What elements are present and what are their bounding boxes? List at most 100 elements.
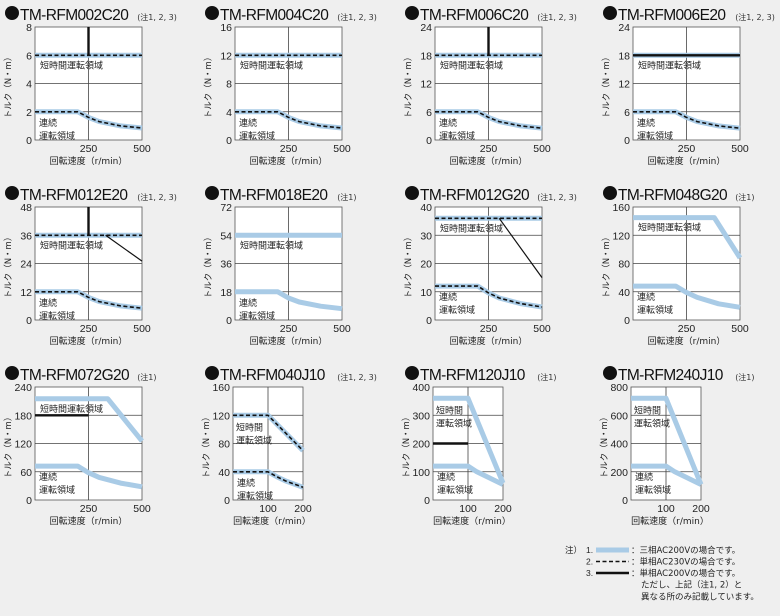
short-time-region-label: 運転領域 <box>236 434 272 446</box>
chart-title: TM-RFM240J10 <box>618 367 724 384</box>
y-tick-label: 0 <box>226 315 232 327</box>
y-axis-label: トルク（N・m） <box>601 233 612 299</box>
x-tick-label: 250 <box>480 323 498 335</box>
x-axis-label: 回転速度（r/min） <box>50 155 128 167</box>
chart-note: (注1, 2, 3) <box>137 192 177 202</box>
y-tick-label: 36 <box>20 230 32 242</box>
y-tick-label: 600 <box>610 410 628 422</box>
y-tick-label: 0 <box>424 495 430 507</box>
short-time-region-label: 短時間 <box>634 404 661 416</box>
legend: 注） 1. ：三相AC200Vの場合です。 2. ：単相AC230Vの場合です。 3. ：単… <box>565 545 759 603</box>
y-tick-label: 80 <box>618 259 630 271</box>
y-tick-label: 120 <box>212 410 230 422</box>
chart-title: TM-RFM004C20 <box>220 7 329 24</box>
x-tick-label: 250 <box>280 143 298 155</box>
y-tick-label: 400 <box>610 439 628 451</box>
continuous-region-label: 連続 <box>239 297 257 309</box>
series-dashed <box>233 470 304 489</box>
x-tick-label: 100 <box>459 503 477 515</box>
legend-number: 1. <box>586 545 593 555</box>
series-dashed <box>35 290 143 309</box>
chart-note: (注1, 2, 3) <box>337 12 377 22</box>
y-axis-label: トルク（N・m） <box>201 413 212 479</box>
x-tick-label: 200 <box>692 503 710 515</box>
y-tick-label: 72 <box>220 202 232 214</box>
x-axis-label: 回転速度（r/min） <box>250 335 328 347</box>
y-axis-label: トルク（N・m） <box>403 233 414 299</box>
series-blue-band <box>35 396 144 443</box>
y-tick-label: 24 <box>420 22 432 34</box>
y-tick-label: 18 <box>420 50 432 62</box>
chart-note: (注1, 2, 3) <box>137 12 177 22</box>
x-axis-label: 回転速度（r/min） <box>433 515 511 527</box>
continuous-region-label: 連続 <box>635 471 653 483</box>
continuous-region-label: 連続 <box>637 117 655 129</box>
series-blue-band <box>433 463 505 487</box>
y-tick-label: 6 <box>426 107 432 119</box>
x-tick-label: 250 <box>80 323 98 335</box>
series-dashed <box>435 111 543 129</box>
series-blue-band <box>633 283 741 310</box>
short-time-region-label: 短時間運転領域 <box>40 403 103 415</box>
continuous-region-label: 連続 <box>239 117 257 129</box>
continuous-region-label: 連続 <box>439 291 457 303</box>
x-tick-label: 100 <box>657 503 675 515</box>
y-tick-label: 60 <box>20 467 32 479</box>
y-tick-label: 160 <box>212 382 230 394</box>
bullet-icon <box>405 6 419 20</box>
y-tick-label: 200 <box>412 439 430 451</box>
x-tick-label: 100 <box>259 503 277 515</box>
x-axis-label: 回転速度（r/min） <box>631 515 709 527</box>
continuous-region-label: 運転領域 <box>239 130 275 142</box>
short-time-region-label: 短時間運転領域 <box>40 239 103 251</box>
bullet-icon <box>405 366 419 380</box>
x-axis-label: 回転速度（r/min） <box>450 335 528 347</box>
continuous-region-label: 運転領域 <box>437 484 473 496</box>
series-dashed <box>35 111 143 129</box>
short-time-region-label: 短時間運転領域 <box>240 239 303 251</box>
x-tick-label: 500 <box>333 143 351 155</box>
chart-tm-rfm040j10: TM-RFM040J10 (注1, 2, 3) 0 40 80 120 160 100 200回… <box>201 366 377 527</box>
continuous-region-label: 連続 <box>237 477 255 489</box>
x-axis-label: 回転速度（r/min） <box>450 155 528 167</box>
short-time-region-label: 短時間運転領域 <box>240 59 303 71</box>
y-tick-label: 8 <box>26 22 32 34</box>
chart-tm-rfm004c20: TM-RFM004C20 (注1, 2, 3) 0 4 8 12 16 250 500 回転速度（… <box>203 6 377 167</box>
bullet-icon <box>205 186 219 200</box>
y-tick-label: 12 <box>220 50 232 62</box>
x-axis-label: 回転速度（r/min） <box>50 335 128 347</box>
continuous-region-label: 運転領域 <box>635 484 671 496</box>
y-tick-label: 40 <box>420 202 432 214</box>
y-tick-label: 12 <box>20 287 32 299</box>
continuous-region-label: 運転領域 <box>439 304 475 316</box>
bullet-icon <box>603 366 617 380</box>
chart-title: TM-RFM006E20 <box>618 7 726 24</box>
y-tick-label: 300 <box>412 410 430 422</box>
chart-tm-rfm048g20: TM-RFM048G20 (注1) 0 40 80 120 160 250 500 回転速度（r/… <box>601 186 755 347</box>
x-tick-label: 500 <box>133 323 151 335</box>
x-tick-label: 250 <box>678 143 696 155</box>
x-tick-label: 500 <box>133 143 151 155</box>
continuous-region-label: 連続 <box>39 297 57 309</box>
bullet-icon <box>5 6 19 20</box>
chart-title: TM-RFM012G20 <box>420 187 530 204</box>
y-tick-label: 180 <box>14 410 32 422</box>
continuous-region-label: 連続 <box>637 291 655 303</box>
bullet-icon <box>205 6 219 20</box>
y-tick-label: 4 <box>226 107 232 119</box>
chart-tm-rfm006c20: TM-RFM006C20 (注1, 2, 3) 0 6 12 18 24 250 500 回転速度… <box>403 6 577 167</box>
y-tick-label: 16 <box>220 22 232 34</box>
y-tick-label: 0 <box>26 495 32 507</box>
y-tick-label: 0 <box>624 135 630 147</box>
chart-title: TM-RFM006C20 <box>420 7 529 24</box>
short-time-region-label: 短時間運転領域 <box>638 59 701 71</box>
continuous-region-label: 連続 <box>39 117 57 129</box>
x-tick-label: 500 <box>133 503 151 515</box>
y-tick-label: 0 <box>426 135 432 147</box>
series-solid <box>105 234 143 262</box>
legend-text: ：三相AC200Vの場合です。 <box>631 545 740 556</box>
legend-note-text: ただし、上記（注1, 2）と <box>641 580 742 591</box>
y-tick-label: 800 <box>610 382 628 394</box>
